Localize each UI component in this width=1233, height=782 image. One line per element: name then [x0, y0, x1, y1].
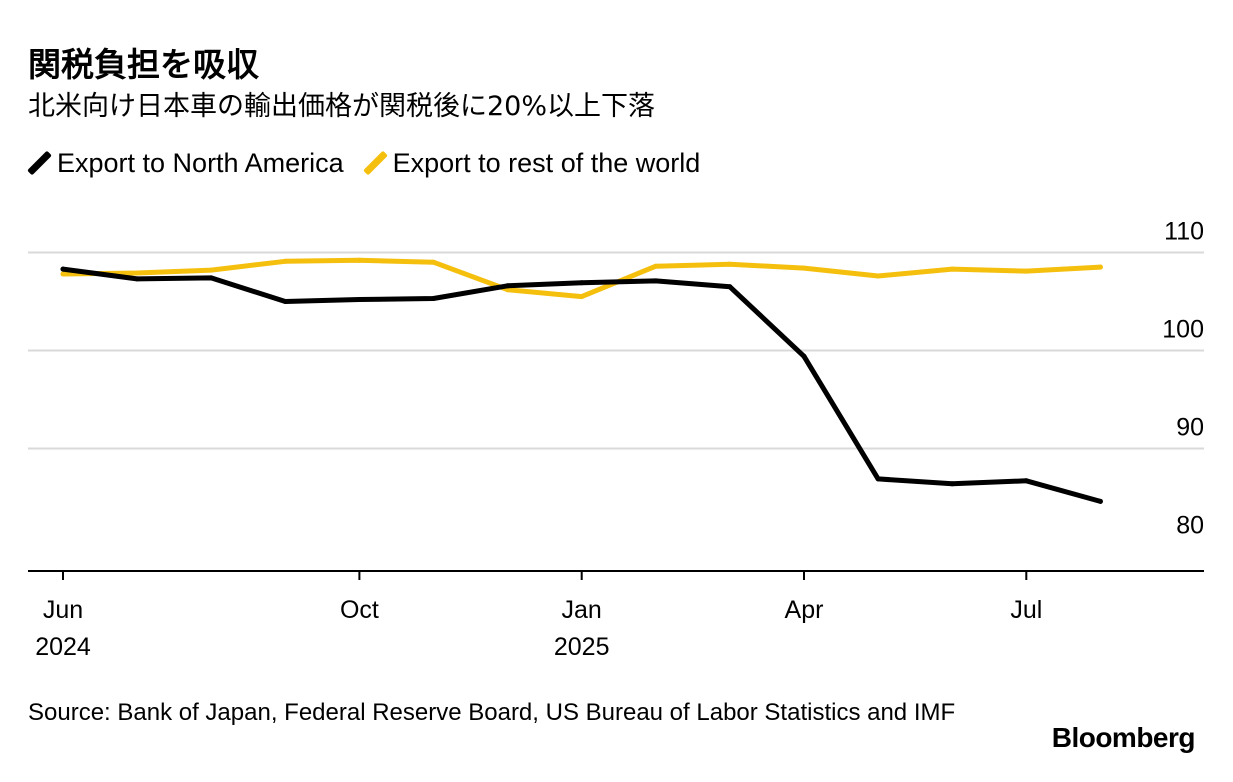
data-point-export-to-rest-of-the-world-2024-11 — [431, 259, 436, 265]
x-tick-label-apr: Apr — [785, 596, 824, 624]
chart-title: 関税負担を吸収 — [28, 45, 259, 84]
y-tick-label-90: 90 — [1176, 413, 1204, 441]
legend-swatch-north-america — [27, 150, 52, 176]
legend-item-rest-of-world: Export to rest of the world — [362, 147, 701, 179]
data-point-export-to-north-america-2024-06 — [60, 266, 66, 272]
series-line-export-to-north-america — [60, 266, 1103, 504]
data-point-export-to-rest-of-the-world-2025-04 — [801, 265, 807, 271]
data-point-export-to-rest-of-the-world-2024-08 — [208, 267, 214, 273]
data-point-export-to-north-america-2024-12 — [505, 283, 511, 289]
data-point-export-to-rest-of-the-world-2024-10 — [356, 257, 362, 263]
data-point-export-to-north-america-2025-08 — [1097, 498, 1103, 504]
data-point-export-to-rest-of-the-world-2024-09 — [282, 258, 288, 264]
data-point-export-to-north-america-2025-02 — [653, 278, 659, 284]
data-point-export-to-rest-of-the-world-2025-08 — [1097, 264, 1103, 270]
chart-subtitle: 北米向け日本車の輸出価格が関税後に20%以上下落 — [28, 91, 656, 122]
legend-label-north-america: Export to North America — [57, 147, 344, 178]
data-point-export-to-north-america-2024-11 — [431, 296, 436, 301]
x-tick-label-jun: Jun — [43, 596, 83, 624]
data-point-export-to-rest-of-the-world-2025-01 — [579, 294, 585, 300]
x-tick-label-jul: Jul — [1010, 596, 1042, 624]
data-point-export-to-north-america-2024-08 — [208, 275, 214, 281]
x-tick-label-oct: Oct — [340, 596, 379, 624]
legend: Export to North America Export to rest o… — [27, 146, 720, 180]
data-point-export-to-rest-of-the-world-2025-03 — [727, 261, 733, 267]
y-tick-label-80: 80 — [1176, 511, 1204, 539]
legend-item-north-america: Export to North America — [27, 147, 344, 179]
data-point-export-to-north-america-2024-09 — [282, 299, 288, 304]
bloomberg-logo: Bloomberg — [1051, 722, 1196, 753]
data-point-export-to-rest-of-the-world-2024-07 — [134, 270, 140, 276]
data-point-export-to-north-america-2025-06 — [949, 481, 955, 487]
data-point-export-to-rest-of-the-world-2024-06 — [60, 271, 66, 277]
data-point-export-to-north-america-2025-03 — [727, 284, 733, 290]
y-tick-label-110: 110 — [1164, 217, 1204, 245]
data-point-export-to-north-america-2025-01 — [579, 280, 585, 286]
data-point-export-to-rest-of-the-world-2025-06 — [949, 266, 955, 272]
legend-label-rest-of-world: Export to rest of the world — [392, 147, 701, 178]
data-point-export-to-rest-of-the-world-2025-05 — [875, 273, 881, 279]
data-point-export-to-north-america-2024-10 — [356, 297, 362, 302]
data-point-export-to-rest-of-the-world-2025-07 — [1023, 268, 1029, 274]
x-tick-label-jan: Jan — [562, 596, 602, 624]
x-tick-year-2024: 2024 — [35, 633, 91, 661]
data-point-export-to-north-america-2024-07 — [134, 276, 140, 282]
data-point-export-to-rest-of-the-world-2025-02 — [653, 263, 659, 269]
source-note: Source: Bank of Japan, Federal Reserve B… — [28, 699, 956, 726]
data-point-export-to-north-america-2025-05 — [875, 476, 881, 482]
legend-swatch-rest-of-world — [362, 150, 388, 176]
line-chart: 80 90 100 110 Jun 2024 Oct Jan 2025 Apr Jul — [28, 217, 1204, 661]
y-tick-label-100: 100 — [1162, 315, 1204, 343]
data-point-export-to-north-america-2025-07 — [1023, 478, 1029, 484]
x-tick-year-2025: 2025 — [554, 633, 610, 661]
data-point-export-to-north-america-2025-04 — [801, 353, 807, 359]
